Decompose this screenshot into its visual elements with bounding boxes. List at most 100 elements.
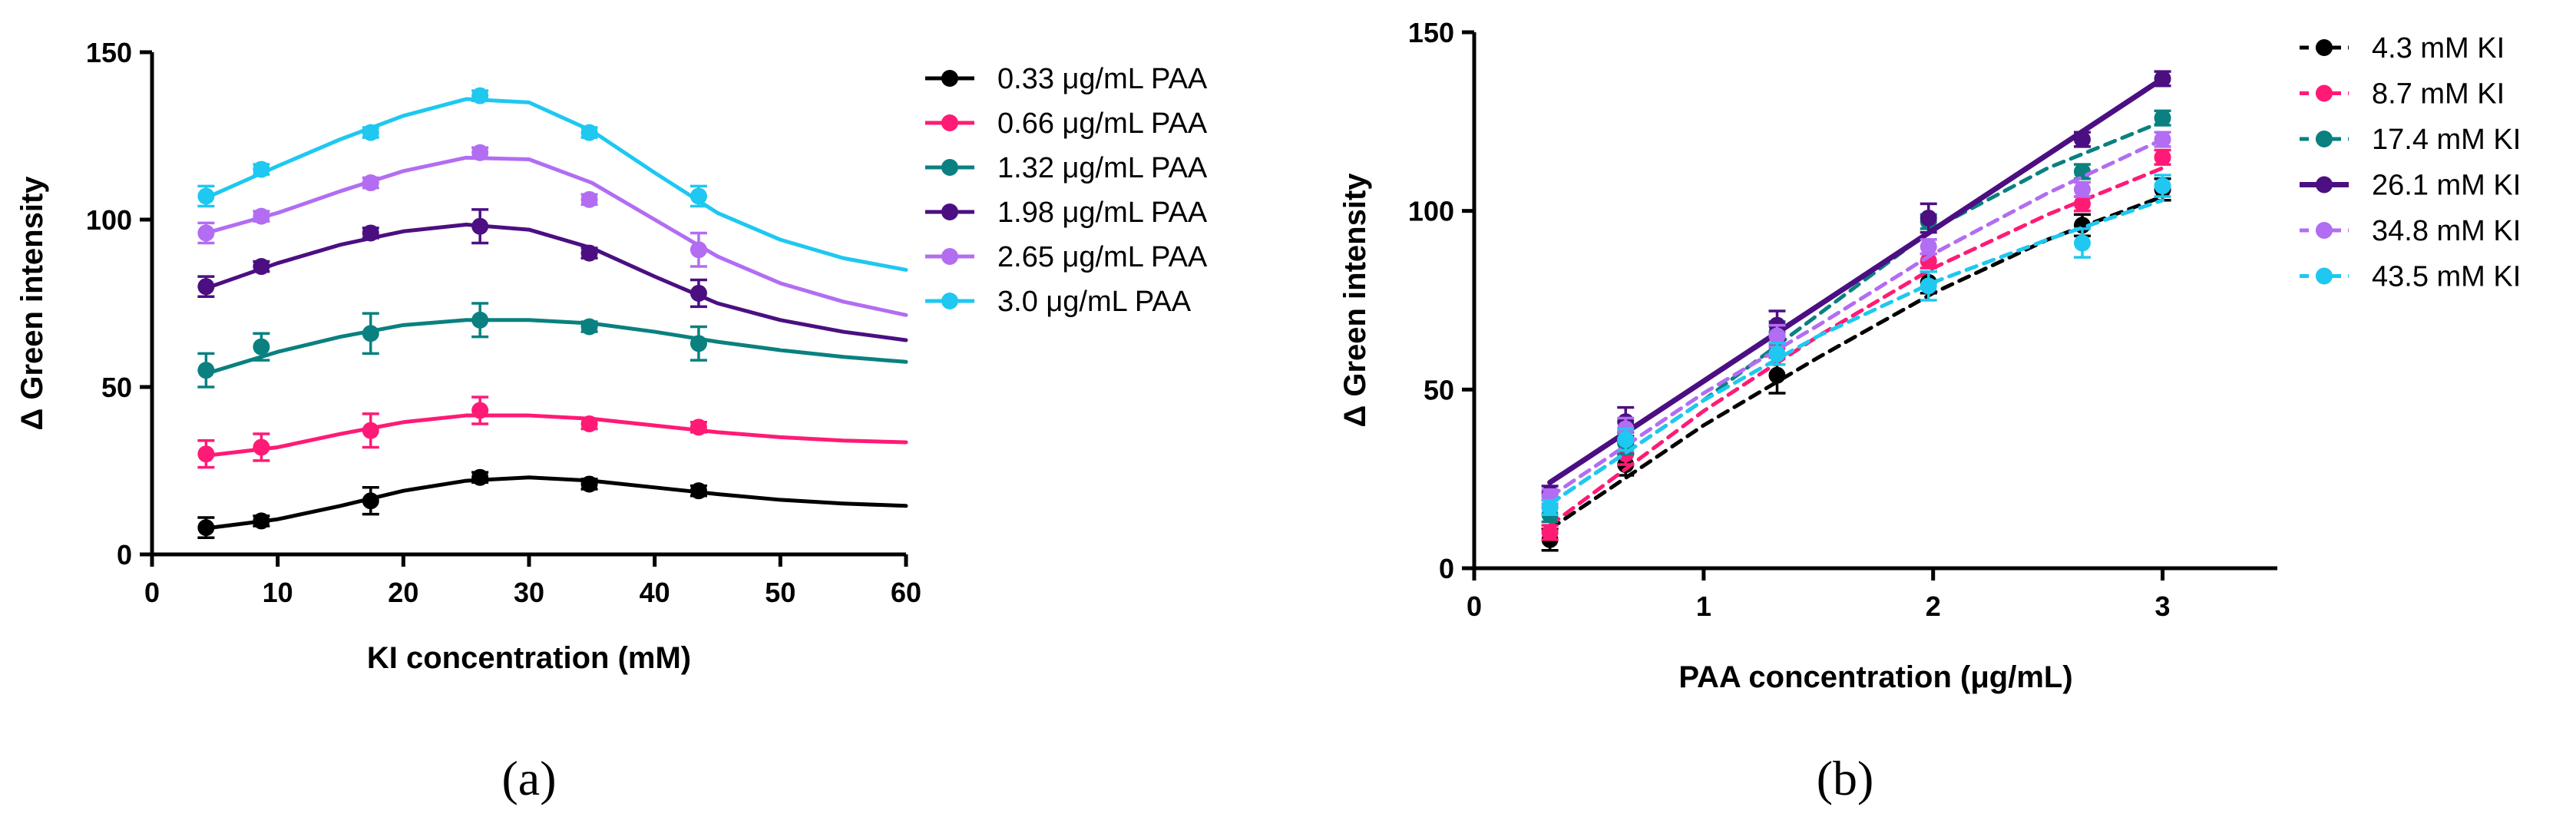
y-tick-label: 0 <box>117 539 132 571</box>
series-fit-line <box>1547 75 2166 485</box>
data-point <box>580 415 598 432</box>
legend-marker <box>941 114 958 131</box>
legend-marker <box>2316 222 2333 239</box>
data-point <box>580 318 598 336</box>
data-point <box>197 519 215 537</box>
legend-entry: 8.7 mM KI <box>2372 78 2505 111</box>
data-point <box>580 190 598 208</box>
x-tick-label: 60 <box>891 577 921 608</box>
legend-marker <box>2316 39 2333 56</box>
data-point <box>1768 327 1786 345</box>
data-point <box>362 325 379 342</box>
x-tick-label: 2 <box>1926 590 1941 622</box>
data-point <box>471 402 489 419</box>
series-fit-line <box>1548 137 2165 499</box>
data-point <box>362 422 379 439</box>
data-point <box>689 418 707 436</box>
data-point <box>2154 148 2171 166</box>
data-point <box>253 338 270 356</box>
data-point <box>689 241 707 259</box>
x-tick-label: 50 <box>765 577 795 608</box>
data-point <box>197 278 215 296</box>
series-fit-line <box>1548 194 2165 531</box>
series-fit-line <box>203 155 908 317</box>
chart-panel-a: 0 50 100 150 0 10 20 30 40 50 60 KI concentration (… <box>15 37 1208 805</box>
legend-marker <box>941 203 958 220</box>
legend-entry: 43.5 mM KI <box>2372 261 2521 293</box>
x-tick-label: 1 <box>1696 590 1711 622</box>
data-point <box>471 87 489 104</box>
data-point <box>580 475 598 493</box>
legend-entry: 34.8 mM KI <box>2372 215 2521 247</box>
data-point <box>471 311 489 329</box>
series-fit-line <box>203 413 908 458</box>
legend-entry: 17.4 mM KI <box>2372 124 2521 156</box>
legend-entry: 4.3 mM KI <box>2372 32 2505 65</box>
x-tick-label: 10 <box>263 577 293 608</box>
data-point <box>253 512 270 530</box>
data-point <box>1920 209 1937 227</box>
data-point <box>689 187 707 205</box>
data-point <box>253 160 270 178</box>
series-fit-line <box>1548 198 2165 506</box>
y-tick-label: 150 <box>86 37 132 68</box>
data-point <box>471 468 489 486</box>
panel-label: (a) <box>501 751 556 805</box>
data-point <box>2154 109 2171 127</box>
data-point <box>689 284 707 302</box>
series-3 <box>1541 70 2171 502</box>
data-point <box>253 258 270 276</box>
y-tick-label: 100 <box>86 204 132 236</box>
data-point <box>197 445 215 463</box>
data-point <box>197 224 215 242</box>
data-point <box>1617 431 1635 448</box>
data-point <box>1768 345 1786 362</box>
legend-entry: 2.65 μg/mL PAA <box>997 241 1208 273</box>
legend-entry: 0.66 μg/mL PAA <box>997 108 1208 140</box>
data-point <box>362 124 379 141</box>
x-tick-label: 3 <box>2155 590 2171 622</box>
series-5 <box>1541 174 2171 516</box>
x-tick-label: 30 <box>514 577 544 608</box>
legend-marker <box>941 293 958 309</box>
legend-entry: 1.32 μg/mL PAA <box>997 152 1208 184</box>
series-fit-line <box>1548 166 2165 528</box>
x-tick-label: 40 <box>640 577 670 608</box>
data-point <box>362 174 379 192</box>
panel-label: (b) <box>1817 751 1874 805</box>
y-tick-label: 50 <box>1424 374 1454 405</box>
data-point <box>2154 131 2171 148</box>
legend-marker <box>2316 84 2333 102</box>
legend-marker <box>941 159 958 176</box>
data-point <box>1920 252 1937 270</box>
data-point <box>580 124 598 141</box>
data-point <box>2073 234 2091 252</box>
y-tick-label: 100 <box>1408 196 1454 227</box>
legend-entry: 26.1 mM KI <box>2372 170 2521 202</box>
y-axis-label: Δ Green intensity <box>1338 173 1372 428</box>
data-point <box>2073 163 2091 180</box>
data-point <box>1768 366 1786 384</box>
legend-marker <box>2316 131 2333 147</box>
data-point <box>471 217 489 235</box>
x-tick-label: 0 <box>144 577 160 608</box>
legend: 4.3 mM KI 8.7 mM KI 17.4 mM KI 26.1 mM KI 34… <box>2300 32 2521 293</box>
series-1 <box>1541 148 2171 541</box>
legend-marker <box>941 70 958 87</box>
x-tick-label: 20 <box>388 577 418 608</box>
y-axis-label: Δ Green intensity <box>15 176 49 431</box>
legend-marker <box>941 248 958 265</box>
data-point <box>197 187 215 205</box>
data-point <box>2154 70 2171 88</box>
x-axis-label: PAA concentration (μg/mL) <box>1678 660 2072 694</box>
data-point <box>197 362 215 379</box>
x-axis-label: KI concentration (mM) <box>367 641 691 675</box>
legend: 0.33 μg/mL PAA 0.66 μg/mL PAA 1.32 μg/mL P… <box>925 63 1208 318</box>
data-point <box>471 144 489 161</box>
chart-panel-b: 0 50 100 150 0 1 2 3 PAA concentration (μg/mL) Δ … <box>1338 17 2521 805</box>
series-5 <box>197 87 908 272</box>
data-point <box>580 244 598 262</box>
data-point <box>1920 277 1937 295</box>
legend-entry: 3.0 μg/mL PAA <box>997 286 1192 318</box>
